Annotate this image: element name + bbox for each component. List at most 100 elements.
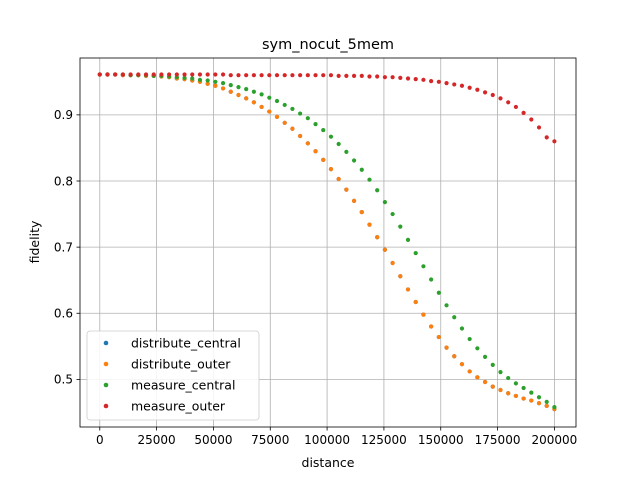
data-point (213, 79, 218, 84)
data-point (359, 167, 364, 172)
data-point (390, 75, 395, 80)
data-point (529, 398, 534, 403)
data-point (552, 405, 557, 410)
data-point (267, 109, 272, 114)
plot-frame (79, 57, 577, 428)
legend-marker (103, 403, 109, 409)
data-point (321, 157, 326, 162)
legend-marker (103, 382, 109, 388)
data-point (436, 79, 441, 84)
data-point (375, 188, 380, 193)
data-point (282, 120, 287, 125)
data-point (436, 290, 441, 295)
data-point (236, 92, 241, 98)
y-tick-label: 0.8 (54, 174, 73, 188)
data-point (413, 250, 418, 256)
data-point (228, 89, 233, 94)
data-point (244, 86, 249, 92)
data-point (305, 116, 310, 121)
data-point (405, 287, 411, 292)
data-point (421, 264, 426, 269)
data-point (336, 176, 341, 182)
data-point (444, 81, 449, 86)
data-point (506, 375, 511, 381)
data-point (351, 198, 357, 203)
data-point (552, 139, 557, 144)
data-point (421, 312, 426, 317)
data-point (506, 391, 511, 396)
data-point (236, 84, 241, 90)
data-point (359, 73, 364, 78)
data-point (359, 209, 364, 215)
grid (80, 58, 576, 427)
data-point (205, 78, 210, 83)
data-point (313, 149, 318, 154)
data-point (513, 104, 518, 110)
data-point (498, 387, 503, 393)
data-point (321, 127, 326, 133)
data-point (498, 96, 503, 101)
y-tick-label: 0.5 (54, 373, 73, 387)
legend-box (86, 330, 260, 421)
legend-label: measure_central (131, 378, 235, 393)
x-tick-label: 150000 (418, 433, 464, 447)
data-point (344, 149, 349, 155)
data-point (436, 334, 441, 340)
chart-title: sym_nocut_5mem (262, 37, 394, 53)
data-point (344, 73, 349, 78)
data-point (351, 158, 357, 163)
data-point (482, 354, 488, 360)
data-point (236, 73, 241, 78)
data-point (197, 77, 203, 82)
data-point (490, 384, 495, 389)
data-point (274, 98, 280, 104)
data-point (313, 73, 318, 78)
data-point (251, 100, 256, 105)
data-point (305, 141, 310, 146)
data-point (482, 379, 488, 385)
data-point (274, 73, 280, 78)
data-point (328, 73, 334, 78)
data-point (529, 117, 534, 122)
data-point (282, 73, 287, 78)
data-point (398, 75, 403, 80)
data-point (128, 72, 133, 77)
x-tick-label: 75000 (251, 433, 289, 447)
data-point (136, 72, 141, 77)
data-point (336, 73, 341, 78)
data-point (398, 274, 403, 279)
legend-label: distribute_outer (131, 357, 231, 372)
data-point (328, 166, 334, 172)
data-point (467, 85, 472, 90)
data-point (244, 96, 249, 101)
data-point (220, 86, 226, 91)
data-point (375, 74, 380, 79)
data-point (536, 395, 542, 400)
data-point (290, 126, 295, 131)
data-point (513, 381, 518, 386)
x-tick-label: 25000 (138, 433, 176, 447)
data-point (259, 92, 264, 97)
data-point (482, 90, 488, 95)
data-point (251, 73, 256, 78)
data-point (267, 95, 272, 100)
x-tick-label: 100000 (304, 433, 350, 447)
data-point (544, 399, 549, 404)
data-point (97, 72, 102, 77)
legend-label: measure_outer (131, 399, 226, 414)
data-point (421, 77, 426, 82)
data-point (105, 72, 110, 77)
data-point (282, 102, 287, 108)
data-point (298, 73, 303, 78)
data-point (159, 72, 164, 77)
data-point (382, 75, 387, 80)
data-point (336, 141, 341, 147)
y-tick-label: 0.6 (54, 307, 73, 321)
data-point (452, 354, 457, 359)
legend-marker (103, 340, 109, 346)
series-measure-outer (97, 72, 557, 144)
data-point (498, 370, 503, 375)
data-points (97, 72, 557, 412)
data-point (459, 83, 465, 88)
x-tick-label: 175000 (475, 433, 521, 447)
